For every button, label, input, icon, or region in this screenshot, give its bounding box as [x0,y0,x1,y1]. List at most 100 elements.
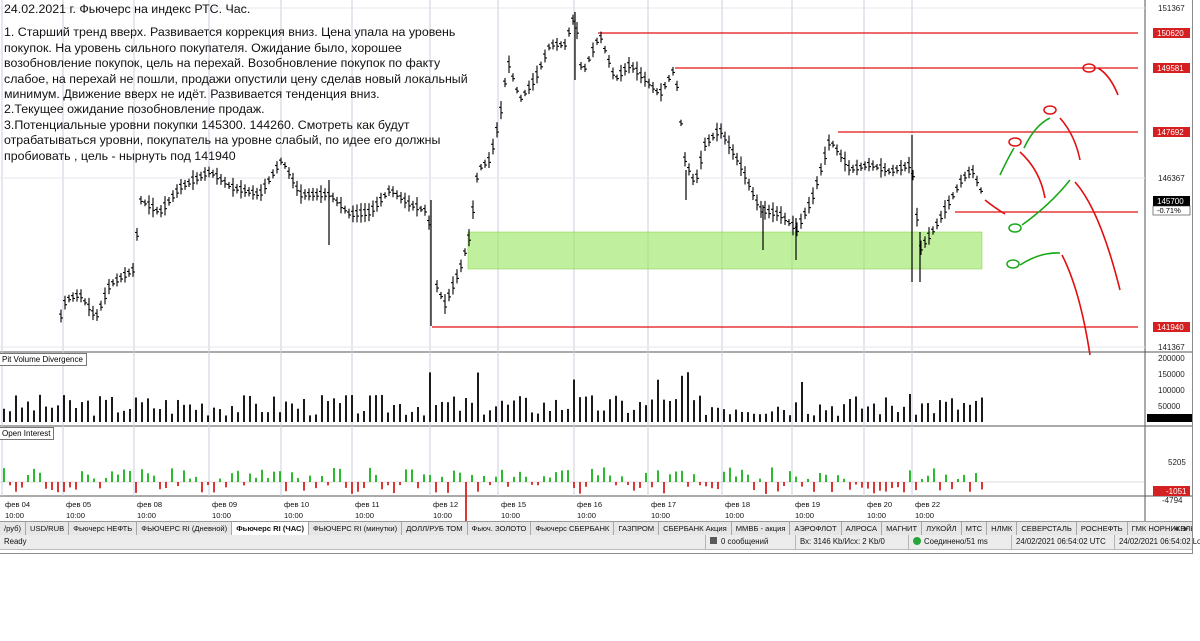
server-time: 24/02/2021 06:54:02 UTC [1011,535,1106,549]
level-price-box [1153,28,1190,38]
time-label: 10:00 [433,511,452,520]
tab-item[interactable]: Фьючерс НЕФТЬ [69,522,138,535]
volume-tick-label: 100000 [1158,386,1185,395]
level-price-label: 147692 [1157,128,1184,137]
note-line-2: 2.Текущее ожидание позобновление продаж. [4,102,265,117]
time-label: 10:00 [355,511,374,520]
level-price-label: 150620 [1157,29,1184,38]
time-label: 10:00 [915,511,934,520]
connection-ok-icon [913,537,921,545]
analysis-note: 24.02.2021 г. Фьючерс на индекс РТС. Час… [4,2,474,164]
scenario-arrow [999,147,1015,176]
note-line-1: 1. Старший тренд вверх. Развивается корр… [4,25,468,102]
status-bar: Ready 0 сообщений Вх: 3146 Kb/Исх: 2 Kb/… [0,535,1200,550]
date-label: фев 22 [915,500,940,509]
tab-scroll-arrows-icon[interactable]: ◄ ► [1171,524,1190,533]
level-price-box [1153,322,1190,332]
current-price-box [1153,196,1190,206]
scenario-circle [1006,259,1020,269]
message-icon [710,537,717,544]
scenario-arrow [1019,252,1061,266]
note-line-3: 3.Потенциальные уровни покупки 145300. 1… [4,117,441,163]
tab-item[interactable]: МАГНИТ [882,522,923,535]
tab-item-active[interactable]: Фьючерс RI (ЧАС) [232,522,310,535]
tab-item[interactable]: МТС [962,522,988,535]
tab-item[interactable]: ММВБ - акция [732,522,791,535]
scenario-circle [1043,105,1057,115]
connection-text: Соединено/51 ms [924,537,988,546]
level-price-label: 141940 [1157,323,1184,332]
current-price-label: 145700 [1157,197,1184,206]
date-label: фев 12 [433,500,458,509]
time-label: 10:00 [137,511,156,520]
date-label: фев 11 [355,500,380,509]
volume-bars [3,372,983,422]
messages-count: 0 сообщений [721,537,769,546]
time-label: 10:00 [501,511,520,520]
date-label: фев 15 [501,500,526,509]
date-label: фев 20 [867,500,892,509]
volume-panel-label: Pit Volume Divergence [0,353,87,366]
date-label: фев 09 [212,500,237,509]
date-label: фев 08 [137,500,162,509]
oi-tick-label: 5205 [1168,458,1186,467]
oi-tick-label: -4794 [1162,496,1183,505]
tab-item[interactable]: ГМК НОРНИКЕЛЬ [1128,522,1192,535]
trading-terminal-window: 151367 146367 141367 150620 149581 147692 1419… [0,0,1200,554]
price-chart[interactable]: 151367 146367 141367 150620 149581 147692 1419… [0,0,1192,521]
tab-item[interactable]: РОСНЕФТЬ [1077,522,1128,535]
price-tick-label: 151367 [1158,4,1185,13]
price-tick-label: 141367 [1158,343,1185,352]
tab-item[interactable]: АЭРОФЛОТ [790,522,842,535]
tab-item[interactable]: ФЬЮЧЕРС RI (Дневной) [137,522,233,535]
scenario-arrow [1023,117,1051,149]
scenario-arrow [1074,181,1121,291]
oi-panel-label: Open Interest [0,427,55,440]
time-label: 10:00 [725,511,744,520]
volume-tick-label: 150000 [1158,370,1185,379]
scenario-circle [1082,63,1096,73]
messages-status[interactable]: 0 сообщений [705,535,768,549]
tab-item[interactable]: USD/RUB [26,522,70,535]
tab-item[interactable]: НЛМК [987,522,1018,535]
tab-item[interactable]: ГАЗПРОМ [614,522,660,535]
level-price-box [1153,127,1190,137]
date-label: фев 19 [795,500,820,509]
time-label: 10:00 [867,511,886,520]
date-label: фев 16 [577,500,602,509]
date-label: фев 04 [5,500,30,509]
buy-zone [467,231,983,270]
scenario-circle [1008,137,1022,147]
tab-item[interactable]: Фьюч. ЗОЛОТО [468,522,532,535]
volume-current-box [1147,414,1192,422]
status-ready: Ready [4,537,27,546]
level-price-box [1153,63,1190,73]
scenario-arrow [1019,151,1046,199]
tab-item[interactable]: Фьючерс СБЕРБАНК [531,522,615,535]
tab-item[interactable]: ФЬЮЧЕРС RI (минутки) [309,522,403,535]
date-label: фев 10 [284,500,309,509]
chart-tab-bar: /руб) USD/RUB Фьючерс НЕФТЬ ФЬЮЧЕРС RI (Дне… [0,521,1192,536]
tab-item[interactable]: СЕВЕРСТАЛЬ [1017,522,1077,535]
connection-status: Соединено/51 ms [908,535,988,549]
time-label: 10:00 [577,511,596,520]
oi-current-label: -1051 [1166,487,1187,496]
level-price-label: 149581 [1157,64,1184,73]
scenario-arrow [1059,117,1081,161]
time-label: 10:00 [66,511,85,520]
oi-current-box [1153,486,1190,496]
time-label: 10:00 [284,511,303,520]
tab-item[interactable]: СБЕРБАНК Акция [659,522,732,535]
scenario-arrow [1097,67,1119,96]
tab-item[interactable]: /руб) [0,522,27,535]
scenario-arrow [1061,254,1091,356]
date-label: фев 17 [651,500,676,509]
tab-item[interactable]: АЛРОСА [842,522,883,535]
volume-tick-label: 200000 [1158,354,1185,363]
change-label: -0.71% [1157,206,1181,215]
local-time: 24/02/2021 06:54:02 Local [1114,535,1200,549]
scenario-arrow [984,199,1006,215]
tab-item[interactable]: ЛУКОЙЛ [922,522,962,535]
price-tick-label: 146367 [1158,174,1185,183]
tab-item[interactable]: ДОЛЛ/РУБ ТОМ [402,522,468,535]
